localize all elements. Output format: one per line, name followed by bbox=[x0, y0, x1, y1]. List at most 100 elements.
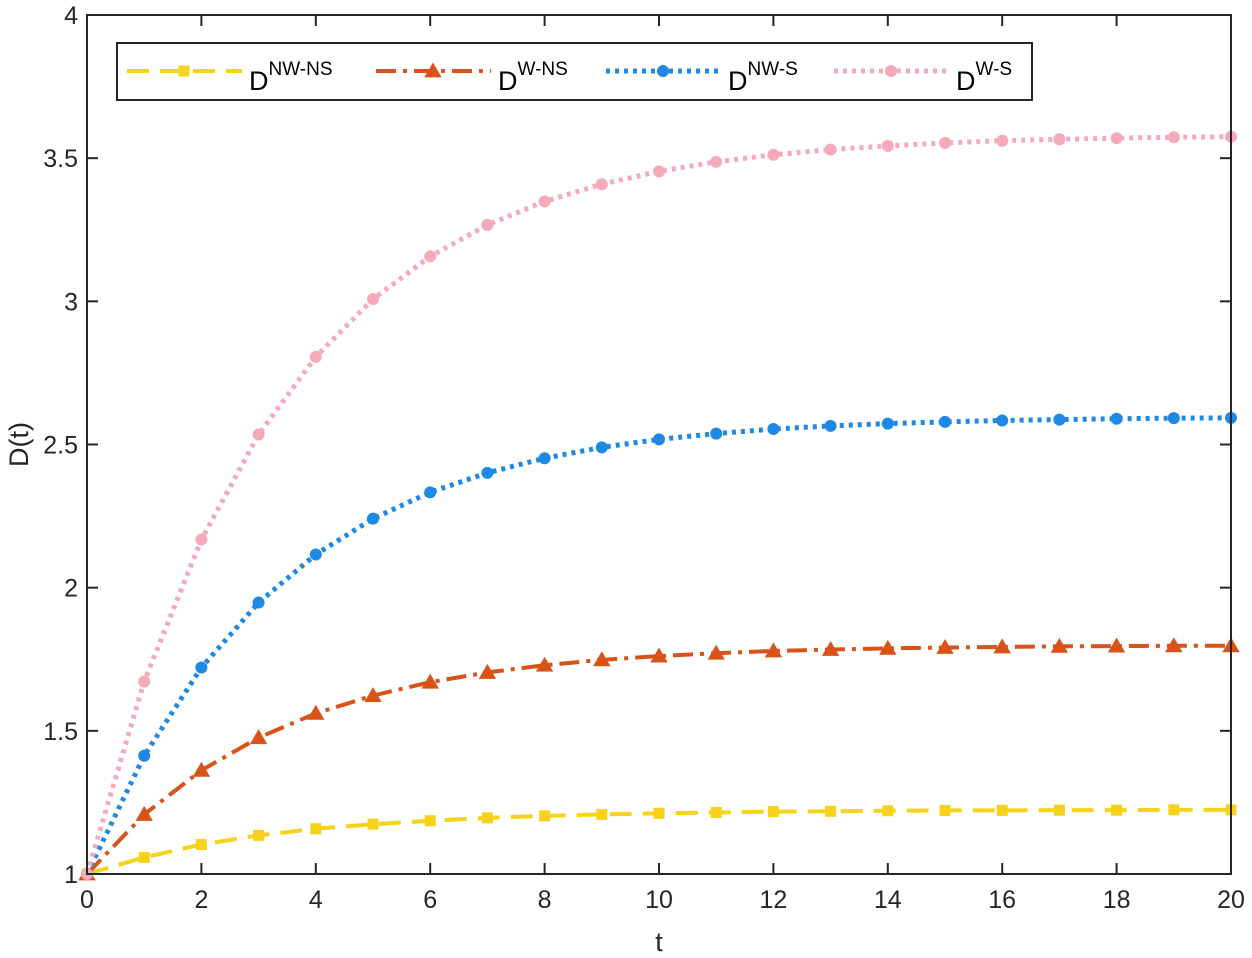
x-tick-label: 10 bbox=[645, 886, 673, 914]
x-tick-label: 8 bbox=[538, 886, 552, 914]
data-point bbox=[710, 806, 722, 818]
data-point bbox=[249, 729, 268, 745]
legend-swatch-marker bbox=[178, 65, 190, 77]
data-point bbox=[993, 638, 1011, 654]
data-point bbox=[1053, 413, 1066, 426]
series-w-s bbox=[81, 130, 1237, 880]
y-tick-label: 1 bbox=[64, 861, 78, 889]
data-point bbox=[421, 673, 439, 689]
series-line bbox=[84, 134, 1232, 875]
y-tick-label: 3 bbox=[64, 288, 78, 316]
data-point bbox=[252, 428, 265, 441]
data-point bbox=[764, 642, 783, 658]
series-nw-ns bbox=[81, 804, 1237, 880]
data-point bbox=[1053, 133, 1066, 146]
x-tick-label: 18 bbox=[1103, 886, 1131, 914]
data-point bbox=[1110, 132, 1123, 145]
y-axis-title: D(t) bbox=[4, 422, 34, 467]
data-point bbox=[996, 134, 1009, 147]
data-point bbox=[1168, 804, 1180, 816]
data-point bbox=[1167, 131, 1180, 144]
y-tick-label: 4 bbox=[64, 2, 78, 30]
data-point bbox=[882, 805, 894, 817]
data-point bbox=[596, 808, 608, 820]
data-point bbox=[539, 810, 551, 822]
x-tick-label: 4 bbox=[309, 886, 323, 914]
data-point bbox=[424, 250, 437, 263]
legend-label: DNW-S bbox=[728, 59, 798, 96]
data-point bbox=[996, 414, 1009, 427]
data-point bbox=[538, 452, 551, 465]
data-point bbox=[1107, 637, 1126, 653]
data-point bbox=[138, 749, 151, 762]
data-point bbox=[367, 512, 379, 525]
legend-entry-nw-ns: DNW-NS bbox=[127, 59, 333, 96]
x-axis-title: t bbox=[655, 927, 663, 957]
data-point bbox=[710, 427, 723, 440]
data-point bbox=[767, 148, 780, 161]
data-point bbox=[424, 815, 436, 827]
data-point bbox=[650, 647, 668, 663]
data-point bbox=[707, 644, 725, 660]
x-tick-label: 14 bbox=[874, 886, 902, 914]
data-point bbox=[936, 638, 954, 654]
data-point bbox=[881, 417, 894, 430]
data-point bbox=[195, 661, 208, 674]
data-point bbox=[767, 423, 780, 436]
series-line bbox=[85, 643, 1231, 876]
data-point bbox=[939, 136, 951, 149]
data-point bbox=[307, 704, 325, 720]
legend-swatch-marker bbox=[885, 65, 897, 77]
series-line bbox=[84, 415, 1232, 876]
data-point bbox=[481, 812, 493, 824]
data-point bbox=[367, 293, 379, 306]
data-point bbox=[939, 804, 951, 816]
x-tick-label: 20 bbox=[1217, 886, 1245, 914]
data-point bbox=[481, 466, 494, 479]
x-tick-label: 6 bbox=[423, 886, 437, 914]
data-point bbox=[595, 178, 608, 191]
data-point bbox=[821, 640, 840, 656]
data-point bbox=[593, 651, 611, 667]
x-tick-label: 12 bbox=[759, 886, 787, 914]
data-point bbox=[1053, 804, 1065, 816]
y-tick-label: 2.5 bbox=[43, 432, 78, 460]
data-point bbox=[309, 548, 322, 561]
data-point bbox=[310, 823, 322, 835]
series-nw-s bbox=[81, 411, 1237, 880]
data-point bbox=[1111, 804, 1123, 816]
data-point bbox=[138, 675, 151, 688]
data-point bbox=[939, 415, 951, 428]
data-point bbox=[1167, 412, 1180, 425]
data-point bbox=[364, 687, 382, 703]
y-tick-label: 1.5 bbox=[43, 718, 78, 746]
data-point bbox=[481, 218, 494, 231]
data-point bbox=[195, 533, 208, 546]
legend-swatch-marker bbox=[424, 62, 442, 78]
y-tick-label: 3.5 bbox=[43, 145, 78, 173]
x-tick-label: 2 bbox=[194, 886, 208, 914]
data-point bbox=[538, 195, 551, 208]
data-point bbox=[478, 663, 497, 679]
data-point bbox=[195, 839, 207, 851]
legend: DNW-NS DW-NS DNW-S DW-S bbox=[116, 42, 1033, 101]
data-point bbox=[824, 143, 837, 156]
data-point bbox=[252, 596, 265, 609]
data-point bbox=[192, 761, 211, 777]
data-point bbox=[1110, 412, 1123, 425]
legend-label: DW-NS bbox=[498, 59, 568, 96]
data-point bbox=[1050, 637, 1069, 653]
data-point bbox=[996, 804, 1008, 816]
data-point bbox=[879, 639, 897, 655]
data-point bbox=[138, 851, 150, 863]
data-point bbox=[309, 350, 322, 363]
y-tick-label: 2 bbox=[64, 575, 78, 603]
data-point bbox=[710, 155, 723, 168]
data-point bbox=[367, 818, 379, 830]
legend-label: DNW-NS bbox=[249, 59, 333, 96]
data-point bbox=[653, 807, 665, 819]
data-point bbox=[824, 419, 837, 432]
data-point bbox=[653, 433, 665, 446]
data-point bbox=[1165, 637, 1183, 653]
data-point bbox=[881, 139, 894, 152]
